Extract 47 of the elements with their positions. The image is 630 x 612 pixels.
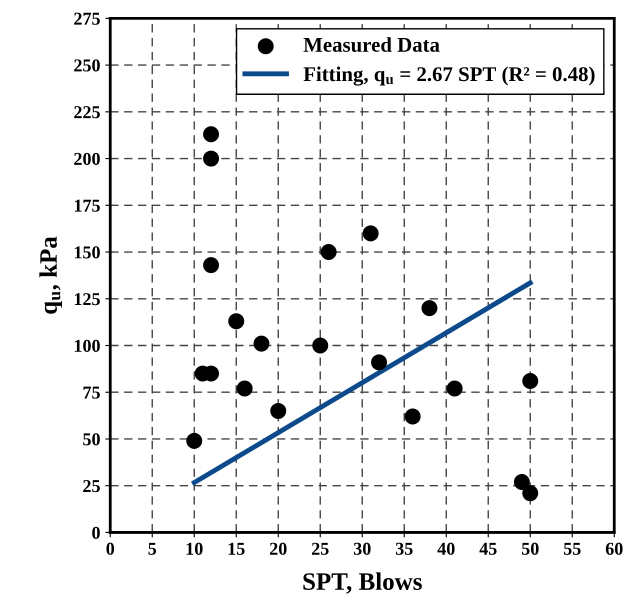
point <box>421 300 438 316</box>
y-tick-label: 250 <box>74 59 100 72</box>
x-tick-label: 60 <box>606 542 623 555</box>
y-tick-label: 0 <box>92 526 100 539</box>
point <box>203 126 220 142</box>
x-tick-label: 55 <box>564 542 581 555</box>
x-tick-label: 45 <box>479 542 497 555</box>
point <box>522 373 538 389</box>
y-tick-label: 25 <box>83 480 100 492</box>
y-axis-title: q$_{u}$, kPa <box>39 236 62 314</box>
legend-label: Fitting, q$_{u}$ = 2.67 SPT (R² = 0.48) <box>304 66 595 86</box>
x-tick-label: 35 <box>396 542 413 555</box>
point <box>320 244 337 260</box>
x-tick-label: 0 <box>106 542 114 555</box>
x-tick-label: 15 <box>228 542 245 555</box>
point <box>270 402 286 419</box>
point <box>236 380 253 396</box>
y-tick-label: 225 <box>74 106 100 118</box>
point <box>253 336 270 352</box>
y-tick-label: 50 <box>83 433 100 446</box>
legend-label: Measured Data <box>304 37 440 52</box>
point <box>514 474 530 490</box>
point <box>228 313 244 330</box>
x-axis-title: SPT, Blows <box>303 572 422 594</box>
y-tick-label: 125 <box>74 293 100 306</box>
x-tick-label: 5 <box>148 542 156 555</box>
y-tick-label: 100 <box>74 340 100 352</box>
point <box>362 225 379 242</box>
y-tick-label: 150 <box>74 246 100 258</box>
x-tick-label: 10 <box>186 542 203 555</box>
point <box>186 432 202 449</box>
x-tick-label: 25 <box>312 542 329 555</box>
x-tick-label: 40 <box>437 542 455 555</box>
y-tick-label: 200 <box>74 152 100 166</box>
point <box>446 380 463 396</box>
x-tick-label: 50 <box>522 542 539 555</box>
point <box>522 485 538 502</box>
y-tick-label: 175 <box>74 200 100 212</box>
point <box>203 257 220 274</box>
point <box>404 408 421 425</box>
point <box>371 354 388 370</box>
point <box>203 150 220 167</box>
x-tick-label: 30 <box>354 542 371 555</box>
y-tick-label: 275 <box>74 12 100 25</box>
point <box>312 338 328 354</box>
y-tick-label: 75 <box>84 386 100 399</box>
x-tick-label: 20 <box>270 542 287 555</box>
